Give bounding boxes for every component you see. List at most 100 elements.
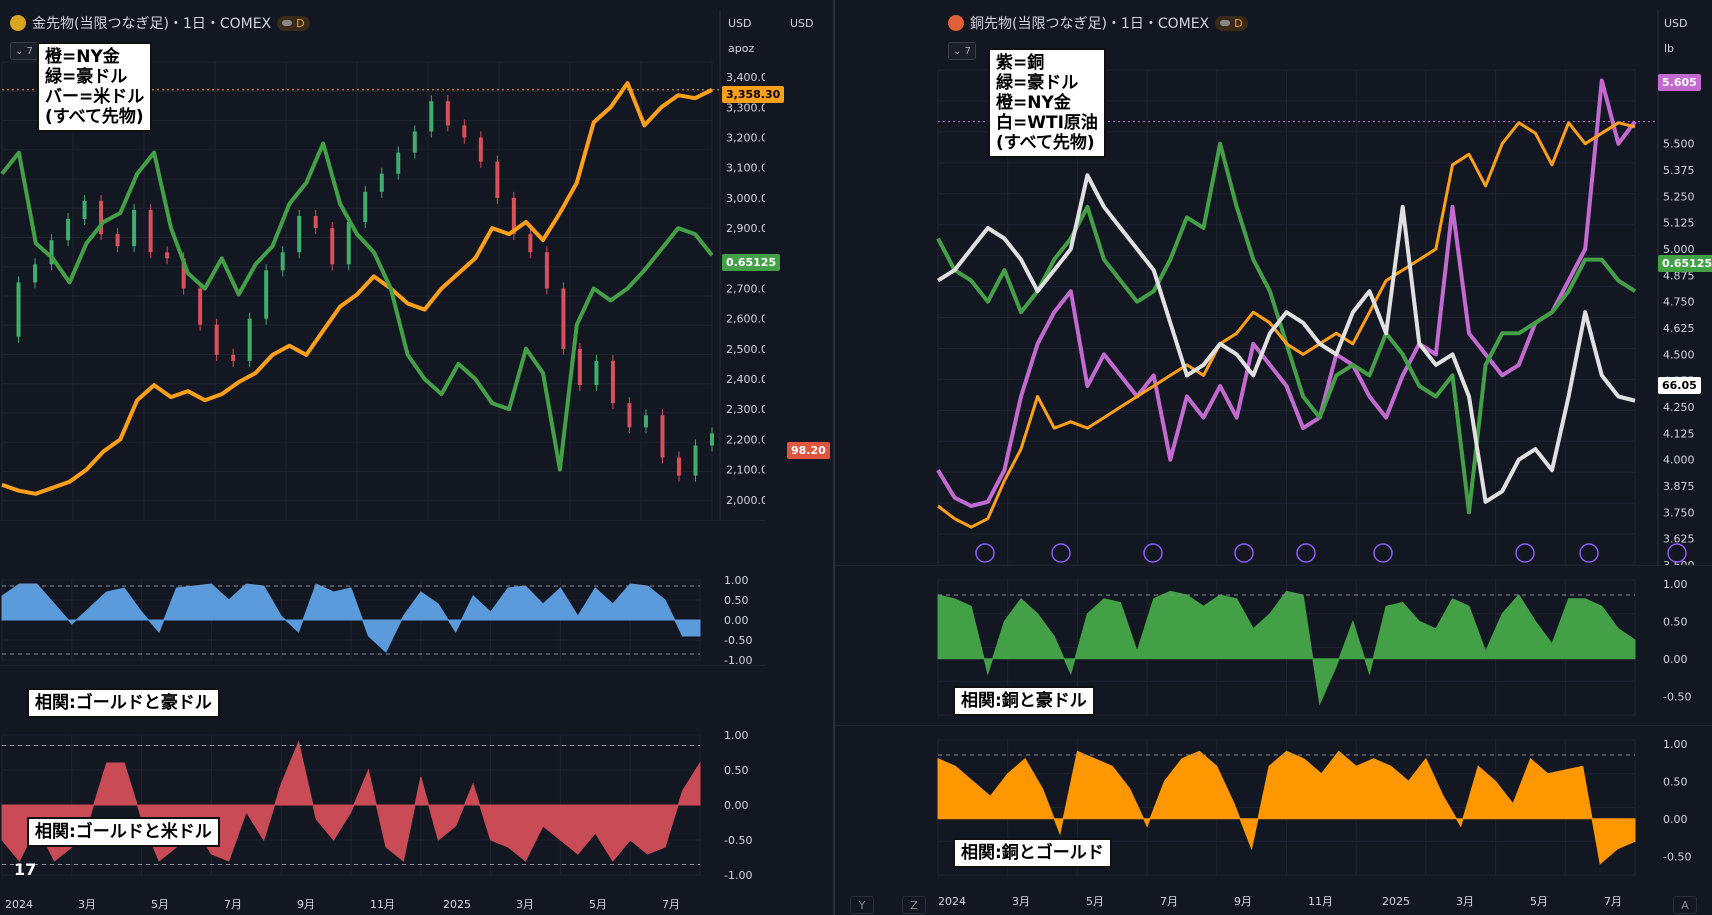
candle-body — [511, 197, 516, 235]
x-tick-label: 3月 — [1012, 895, 1030, 908]
gold-y-tick: 2,000.00 — [726, 494, 765, 507]
copper-y-tick: 3.750 — [1663, 506, 1695, 519]
dividend-event-icon — [1051, 543, 1071, 563]
left-corr2-label: 相関:ゴールドと米ドル — [27, 817, 220, 847]
copper-y-tick: 5.125 — [1663, 217, 1695, 230]
candle-body — [379, 173, 384, 192]
toggle-icon — [282, 20, 293, 26]
gold-y-tick: 2,700.00 — [726, 282, 765, 295]
right-corr2-area — [937, 750, 1636, 865]
gold-y-tick: 3,400.00 — [726, 71, 765, 84]
candle-body — [198, 288, 203, 325]
left-unit-usd-inner[interactable]: USD — [790, 17, 814, 30]
dividend-event-icon — [1667, 543, 1687, 563]
x-tick-label: 5月 — [1086, 895, 1104, 908]
y-tick-label: 0.50 — [724, 594, 749, 607]
dividend-event-icon — [1373, 543, 1393, 563]
candle-body — [643, 415, 648, 428]
candle-body — [412, 131, 417, 153]
timeframe-badge[interactable]: D — [1215, 15, 1248, 31]
candle-body — [561, 288, 566, 349]
toggle-icon — [1220, 20, 1231, 26]
dividend-event-icon — [1234, 543, 1254, 563]
right-main-chart[interactable]: 5.500 5.375 5.250 5.125 5.000 4.875 4.750 4.625… — [835, 0, 1712, 565]
y-tick-label: 1.00 — [1663, 738, 1688, 751]
left-symbol-header[interactable]: 金先物(当限つなぎ足)・1日・COMEX D — [10, 10, 310, 36]
bottom-button-z[interactable]: Z — [902, 896, 926, 914]
left-unit-usd-outer[interactable]: USD — [728, 17, 752, 30]
copper-y-tick: 3.875 — [1663, 480, 1695, 493]
x-tick-label: 2025 — [1382, 895, 1410, 908]
right-unit-lb[interactable]: lb — [1664, 42, 1675, 55]
x-tick-label: 9月 — [1234, 895, 1252, 908]
copper-y-tick: 4.625 — [1663, 322, 1695, 335]
x-tick-label: 5月 — [151, 898, 169, 911]
x-tick-label: 3月 — [516, 898, 534, 911]
y-tick-label: 0.00 — [1663, 813, 1688, 826]
dividend-event-icon — [975, 543, 995, 563]
candle-body — [49, 240, 54, 265]
candle-body — [33, 264, 38, 283]
candle-body — [165, 252, 170, 259]
candle-body — [264, 270, 269, 319]
y-tick-label: 1.00 — [724, 729, 749, 742]
bottom-button-y[interactable]: Y — [850, 896, 874, 914]
candle-body — [297, 215, 302, 253]
copper-y-tick: 4.125 — [1663, 427, 1695, 440]
copper-y-tick: 5.375 — [1663, 164, 1695, 177]
candle-body — [462, 125, 467, 138]
right-corr1-chart[interactable]: 1.00 0.50 0.00 -0.50 — [835, 565, 1712, 725]
candle-body — [610, 360, 615, 404]
x-tick-label: 2025 — [443, 898, 471, 911]
y-tick-label: -0.50 — [724, 634, 752, 647]
candle-body — [577, 348, 582, 386]
left-symbol-title: 金先物(当限つなぎ足)・1日・COMEX — [32, 16, 272, 32]
right-corr1-label: 相関:銅と豪ドル — [953, 686, 1095, 716]
gold-y-tick: 3,200.00 — [726, 131, 765, 144]
x-tick-label: 3月 — [1456, 895, 1474, 908]
left-corr1-chart[interactable]: 1.00 0.50 0.00 -0.50 -1.00 — [0, 520, 765, 665]
bottom-button-a[interactable]: A — [1673, 896, 1697, 914]
tradingview-logo: 17 — [14, 860, 37, 879]
gold-y-tick: 3,300.00 — [726, 101, 765, 114]
y-tick-label: 0.00 — [1663, 653, 1688, 666]
candle-body — [66, 219, 71, 241]
copper-price-tag: 5.605 — [1658, 74, 1701, 91]
right-symbol-header[interactable]: 銅先物(当限つなぎ足)・1日・COMEX D — [948, 10, 1248, 36]
y-tick-label: 0.50 — [1663, 615, 1688, 628]
collapse-legend-button[interactable]: ⌄ 7 — [948, 42, 976, 60]
candle-body — [363, 191, 368, 223]
right-corr1-area — [937, 590, 1636, 706]
gold-y-tick: 2,900.00 — [726, 222, 765, 235]
right-corr2-chart[interactable]: 1.00 0.50 0.00 -0.50 2024 3月 5月 7月 9月 11月 2025 3月 5月… — [835, 725, 1712, 915]
gold-y-tick: 3,100.00 — [726, 162, 765, 175]
candle-body — [313, 215, 318, 229]
candle-body — [16, 282, 21, 337]
copper-y-tick: 4.500 — [1663, 348, 1695, 361]
copper-y-tick: 4.750 — [1663, 296, 1695, 309]
candle-body — [148, 209, 153, 253]
gold-y-tick: 2,500.00 — [726, 343, 765, 356]
copper-y-tick: 4.875 — [1663, 269, 1695, 282]
copper-y-tick: 3.625 — [1663, 533, 1695, 546]
candle-body — [132, 209, 137, 247]
gold-price-tag: 3,358.30 — [722, 86, 785, 103]
gold-y-tick: 2,300.00 — [726, 403, 765, 416]
y-tick-label: -0.50 — [724, 834, 752, 847]
copper-y-tick: 4.250 — [1663, 401, 1695, 414]
dividend-event-icon — [1143, 543, 1163, 563]
left-corr1-label: 相関:ゴールドと豪ドル — [27, 688, 220, 718]
y-tick-label: -0.50 — [1663, 850, 1691, 863]
dxy-price-tag: 98.20 — [787, 442, 830, 459]
left-unit-apoz[interactable]: apoz — [728, 42, 755, 55]
timeframe-badge[interactable]: D — [277, 15, 310, 31]
candle-body — [495, 161, 500, 198]
right-legend: 紫=銅 緑=豪ドル 橙=NY金 白=WTI原油 (すべて先物) — [988, 48, 1106, 158]
candle-body — [99, 200, 104, 235]
left-main-chart[interactable]: 3,400.00 3,300.00 3,200.00 3,100.00 3,000.00… — [0, 0, 765, 520]
right-unit-usd[interactable]: USD — [1664, 17, 1688, 30]
gold-y-tick: 2,600.00 — [726, 313, 765, 326]
gold-coin-icon — [10, 15, 26, 31]
candle-body — [346, 222, 351, 265]
dividend-event-icon — [1296, 543, 1316, 563]
